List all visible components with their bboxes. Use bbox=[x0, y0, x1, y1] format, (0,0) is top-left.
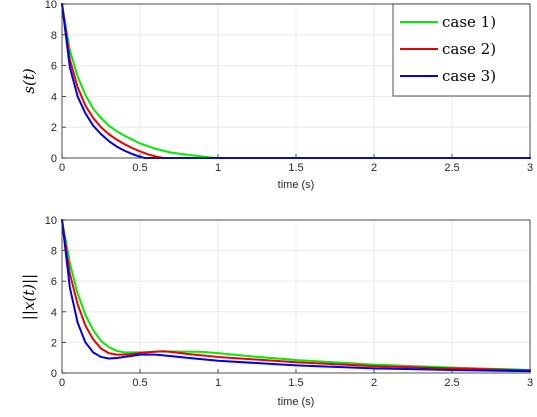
y-tick-label: 8 bbox=[51, 246, 57, 258]
y-tick-label: 8 bbox=[51, 30, 57, 42]
top-xlabel: time (s) bbox=[278, 179, 315, 191]
legend-label-case1: case 1) bbox=[442, 13, 496, 31]
x-tick-label: 2 bbox=[371, 162, 377, 174]
bottom-ylabel: ||x(t)|| bbox=[20, 274, 38, 320]
y-tick-label: 10 bbox=[45, 215, 57, 227]
bottom-chart: 0 0.5 1 1.5 2 2.5 3 0 2 4 6 8 10 time (s) ||x(t)|| bbox=[20, 215, 533, 408]
x-tick-label: 0.5 bbox=[132, 162, 147, 174]
legend-label-case2: case 2) bbox=[442, 40, 496, 58]
top-ylabel: s(t) bbox=[20, 68, 38, 94]
bottom-y-ticks: 0 2 4 6 8 10 bbox=[45, 215, 66, 380]
y-tick-label: 4 bbox=[51, 91, 57, 103]
x-tick-label: 1 bbox=[215, 162, 221, 174]
top-chart: 0 0.5 1 1.5 2 2.5 3 0 2 4 6 8 10 time (s) s(t) case… bbox=[20, 0, 533, 191]
y-tick-label: 2 bbox=[51, 122, 57, 134]
x-tick-label: 3 bbox=[527, 162, 533, 174]
x-tick-label: 2.5 bbox=[444, 377, 459, 389]
x-tick-label: 2 bbox=[371, 377, 377, 389]
x-tick-label: 0 bbox=[59, 377, 65, 389]
x-tick-label: 0 bbox=[59, 162, 65, 174]
bottom-series bbox=[61, 219, 531, 373]
x-tick-label: 2.5 bbox=[444, 162, 459, 174]
series-line-case2 bbox=[61, 219, 531, 372]
x-tick-label: 3 bbox=[527, 377, 533, 389]
y-tick-label: 10 bbox=[45, 0, 57, 11]
y-tick-label: 2 bbox=[51, 337, 57, 349]
x-tick-label: 0.5 bbox=[132, 377, 147, 389]
y-tick-label: 0 bbox=[51, 368, 57, 380]
x-tick-label: 1.5 bbox=[288, 377, 303, 389]
series-line-case3 bbox=[61, 219, 531, 373]
y-tick-label: 6 bbox=[51, 276, 57, 288]
bottom-xlabel: time (s) bbox=[278, 396, 315, 408]
y-tick-label: 6 bbox=[51, 61, 57, 73]
x-tick-label: 1.5 bbox=[288, 162, 303, 174]
y-tick-label: 4 bbox=[51, 307, 57, 319]
top-x-ticks: 0 0.5 1 1.5 2 2.5 3 bbox=[59, 154, 533, 174]
y-tick-label: 0 bbox=[51, 153, 57, 165]
x-tick-label: 1 bbox=[215, 377, 221, 389]
legend-label-case3: case 3) bbox=[442, 67, 496, 85]
top-y-ticks: 0 2 4 6 8 10 bbox=[45, 0, 66, 165]
bottom-x-ticks: 0 0.5 1 1.5 2 2.5 3 bbox=[59, 369, 533, 389]
legend: case 1) case 2) case 3) bbox=[392, 3, 531, 97]
